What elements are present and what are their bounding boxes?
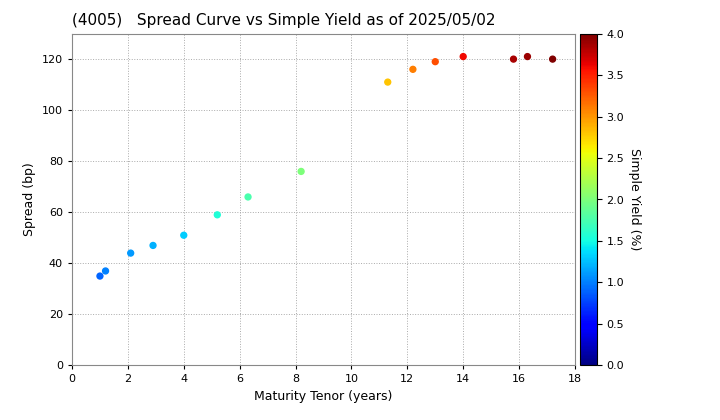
Point xyxy=(125,250,136,257)
Point xyxy=(148,242,159,249)
Point xyxy=(407,66,418,73)
Y-axis label: Simple Yield (%): Simple Yield (%) xyxy=(628,148,641,251)
Point xyxy=(100,268,112,274)
Point xyxy=(295,168,307,175)
Point xyxy=(522,53,534,60)
Point xyxy=(457,53,469,60)
Point xyxy=(430,58,441,65)
X-axis label: Maturity Tenor (years): Maturity Tenor (years) xyxy=(254,390,392,403)
Point xyxy=(547,56,559,63)
Point xyxy=(382,79,394,85)
Point xyxy=(508,56,519,63)
Text: (4005)   Spread Curve vs Simple Yield as of 2025/05/02: (4005) Spread Curve vs Simple Yield as o… xyxy=(72,13,495,28)
Point xyxy=(212,211,223,218)
Y-axis label: Spread (bp): Spread (bp) xyxy=(23,163,36,236)
Point xyxy=(94,273,106,279)
Point xyxy=(242,194,253,200)
Point xyxy=(178,232,189,239)
